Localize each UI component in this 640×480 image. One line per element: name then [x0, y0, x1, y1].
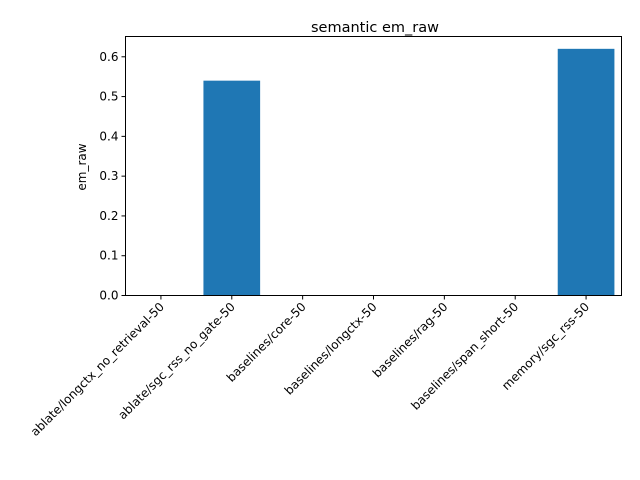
x-tick-label: baselines/rag-50: [370, 300, 451, 381]
x-tick-label: baselines/core-50: [224, 300, 309, 385]
y-tick-label: 0.4: [99, 129, 118, 143]
y-axis-label: em_raw: [75, 143, 89, 190]
plot-frame: [125, 36, 622, 296]
y-axis: 0.0 0.1 0.2 0.3 0.4 0.5 0.6: [99, 50, 126, 303]
bars-layer: [203, 48, 615, 296]
x-tick-label: ablate/longctx_no_retrieval-50: [28, 300, 167, 439]
y-tick-label: 0.1: [99, 249, 118, 263]
x-axis: ablate/longctx_no_retrieval-50ablate/sgc…: [28, 295, 592, 439]
y-tick-label: 0.2: [99, 209, 118, 223]
y-tick-label: 0.5: [99, 90, 118, 104]
bar-1: [203, 80, 261, 296]
y-tick-label: 0.6: [99, 50, 118, 64]
x-tick-label: ablate/sgc_rss_no_gate-50: [115, 300, 238, 423]
y-tick-label: 0.0: [99, 289, 118, 303]
bar-6: [557, 48, 615, 296]
chart-title: semantic em_raw: [311, 20, 439, 36]
y-tick-label: 0.3: [99, 169, 118, 183]
